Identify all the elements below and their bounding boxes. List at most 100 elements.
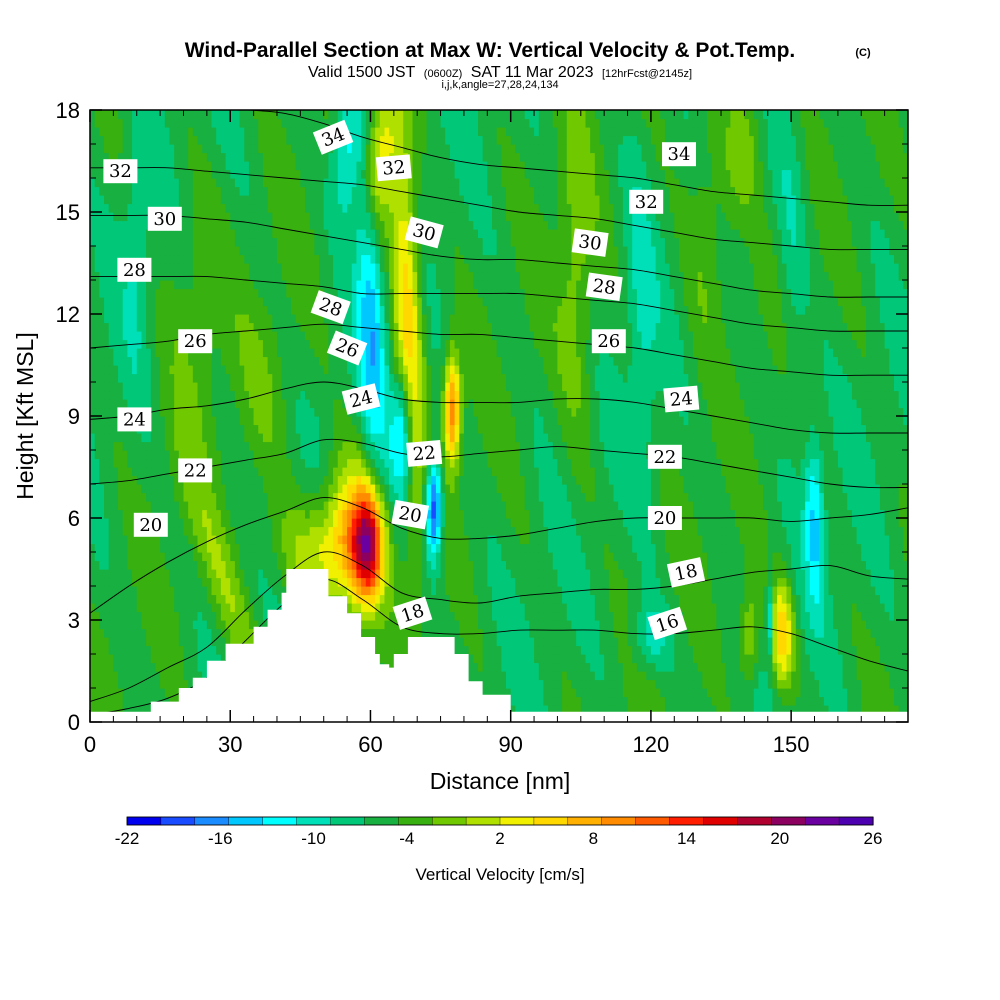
field-cell	[160, 501, 166, 511]
field-cell	[487, 662, 493, 672]
field-cell	[571, 526, 577, 536]
field-cell	[290, 535, 297, 545]
field-cell	[847, 509, 853, 519]
field-cell	[772, 603, 778, 613]
field-cell	[407, 475, 414, 485]
field-cell	[819, 671, 825, 681]
field-cell	[608, 705, 615, 715]
field-cell	[220, 492, 227, 502]
field-cell	[702, 543, 708, 553]
field-cell	[828, 628, 834, 638]
field-cell	[146, 475, 152, 485]
field-cell	[393, 492, 400, 502]
field-cell	[767, 662, 774, 672]
field-cell	[520, 671, 526, 681]
field-cell	[538, 603, 544, 613]
field-cell	[622, 509, 629, 519]
field-cell	[865, 594, 872, 604]
field-cell	[646, 637, 652, 647]
field-cell	[118, 535, 124, 545]
field-cell	[650, 654, 657, 664]
field-cell	[351, 586, 358, 596]
field-cell	[893, 543, 900, 553]
field-cell	[421, 552, 428, 562]
field-cell	[487, 637, 493, 647]
field-cell	[777, 560, 783, 570]
field-cell	[716, 484, 722, 494]
field-cell	[174, 560, 180, 570]
field-cell	[823, 586, 830, 596]
field-cell	[557, 526, 563, 536]
field-cell	[183, 543, 189, 553]
field-cell	[683, 671, 689, 681]
field-cell	[328, 535, 334, 545]
field-cell	[576, 654, 582, 664]
field-cell	[576, 484, 582, 494]
field-cell	[108, 543, 114, 553]
field-cell	[197, 611, 203, 621]
field-cell	[791, 611, 797, 621]
field-cell	[543, 526, 549, 536]
field-cell	[160, 662, 166, 672]
field-cell	[230, 577, 236, 587]
field-cell	[244, 628, 250, 638]
field-cell	[506, 543, 512, 553]
field-cell	[248, 603, 255, 613]
field-cell	[136, 628, 143, 638]
field-cell	[534, 611, 540, 621]
field-cell	[711, 628, 717, 638]
field-cell	[431, 586, 437, 596]
field-cell	[491, 620, 498, 630]
field-cell	[856, 654, 862, 664]
field-cell	[767, 535, 774, 545]
field-cell	[393, 552, 400, 562]
field-cell	[702, 492, 708, 502]
field-cell	[823, 611, 830, 621]
field-cell	[445, 535, 451, 545]
field-cell	[552, 637, 559, 647]
field-cell	[842, 501, 848, 511]
field-cell	[94, 569, 100, 579]
field-cell	[758, 526, 764, 536]
field-cell	[356, 586, 362, 596]
field-cell	[365, 569, 372, 579]
field-cell	[599, 509, 605, 519]
field-cell	[220, 560, 227, 570]
field-cell	[594, 501, 601, 511]
field-cell	[800, 620, 806, 630]
field-cell	[90, 611, 96, 621]
field-cell	[622, 671, 629, 681]
field-cell	[650, 543, 657, 553]
field-cell	[800, 679, 806, 689]
field-cell	[122, 688, 128, 698]
field-cell	[861, 560, 867, 570]
field-cell	[683, 611, 689, 621]
field-cell	[440, 552, 446, 562]
field-cell	[781, 509, 788, 519]
field-cell	[688, 679, 694, 689]
field-cell	[449, 484, 456, 494]
field-cell	[608, 679, 615, 689]
field-cell	[244, 560, 250, 570]
field-cell	[627, 569, 633, 579]
field-cell	[482, 688, 488, 698]
field-cell	[272, 492, 278, 502]
field-cell	[412, 577, 418, 587]
field-cell	[856, 611, 862, 621]
field-cell	[833, 679, 839, 689]
field-cell	[431, 501, 437, 511]
field-cell	[122, 645, 128, 655]
field-cell	[861, 535, 867, 545]
field-cell	[463, 645, 470, 655]
field-cell	[491, 560, 498, 570]
field-cell	[716, 688, 722, 698]
field-cell	[608, 628, 615, 638]
field-cell	[636, 552, 643, 562]
field-cell	[697, 526, 703, 536]
field-cell	[365, 577, 372, 587]
field-cell	[590, 688, 596, 698]
field-cell	[688, 484, 694, 494]
field-cell	[856, 628, 862, 638]
field-cell	[248, 628, 255, 638]
field-cell	[520, 705, 526, 715]
